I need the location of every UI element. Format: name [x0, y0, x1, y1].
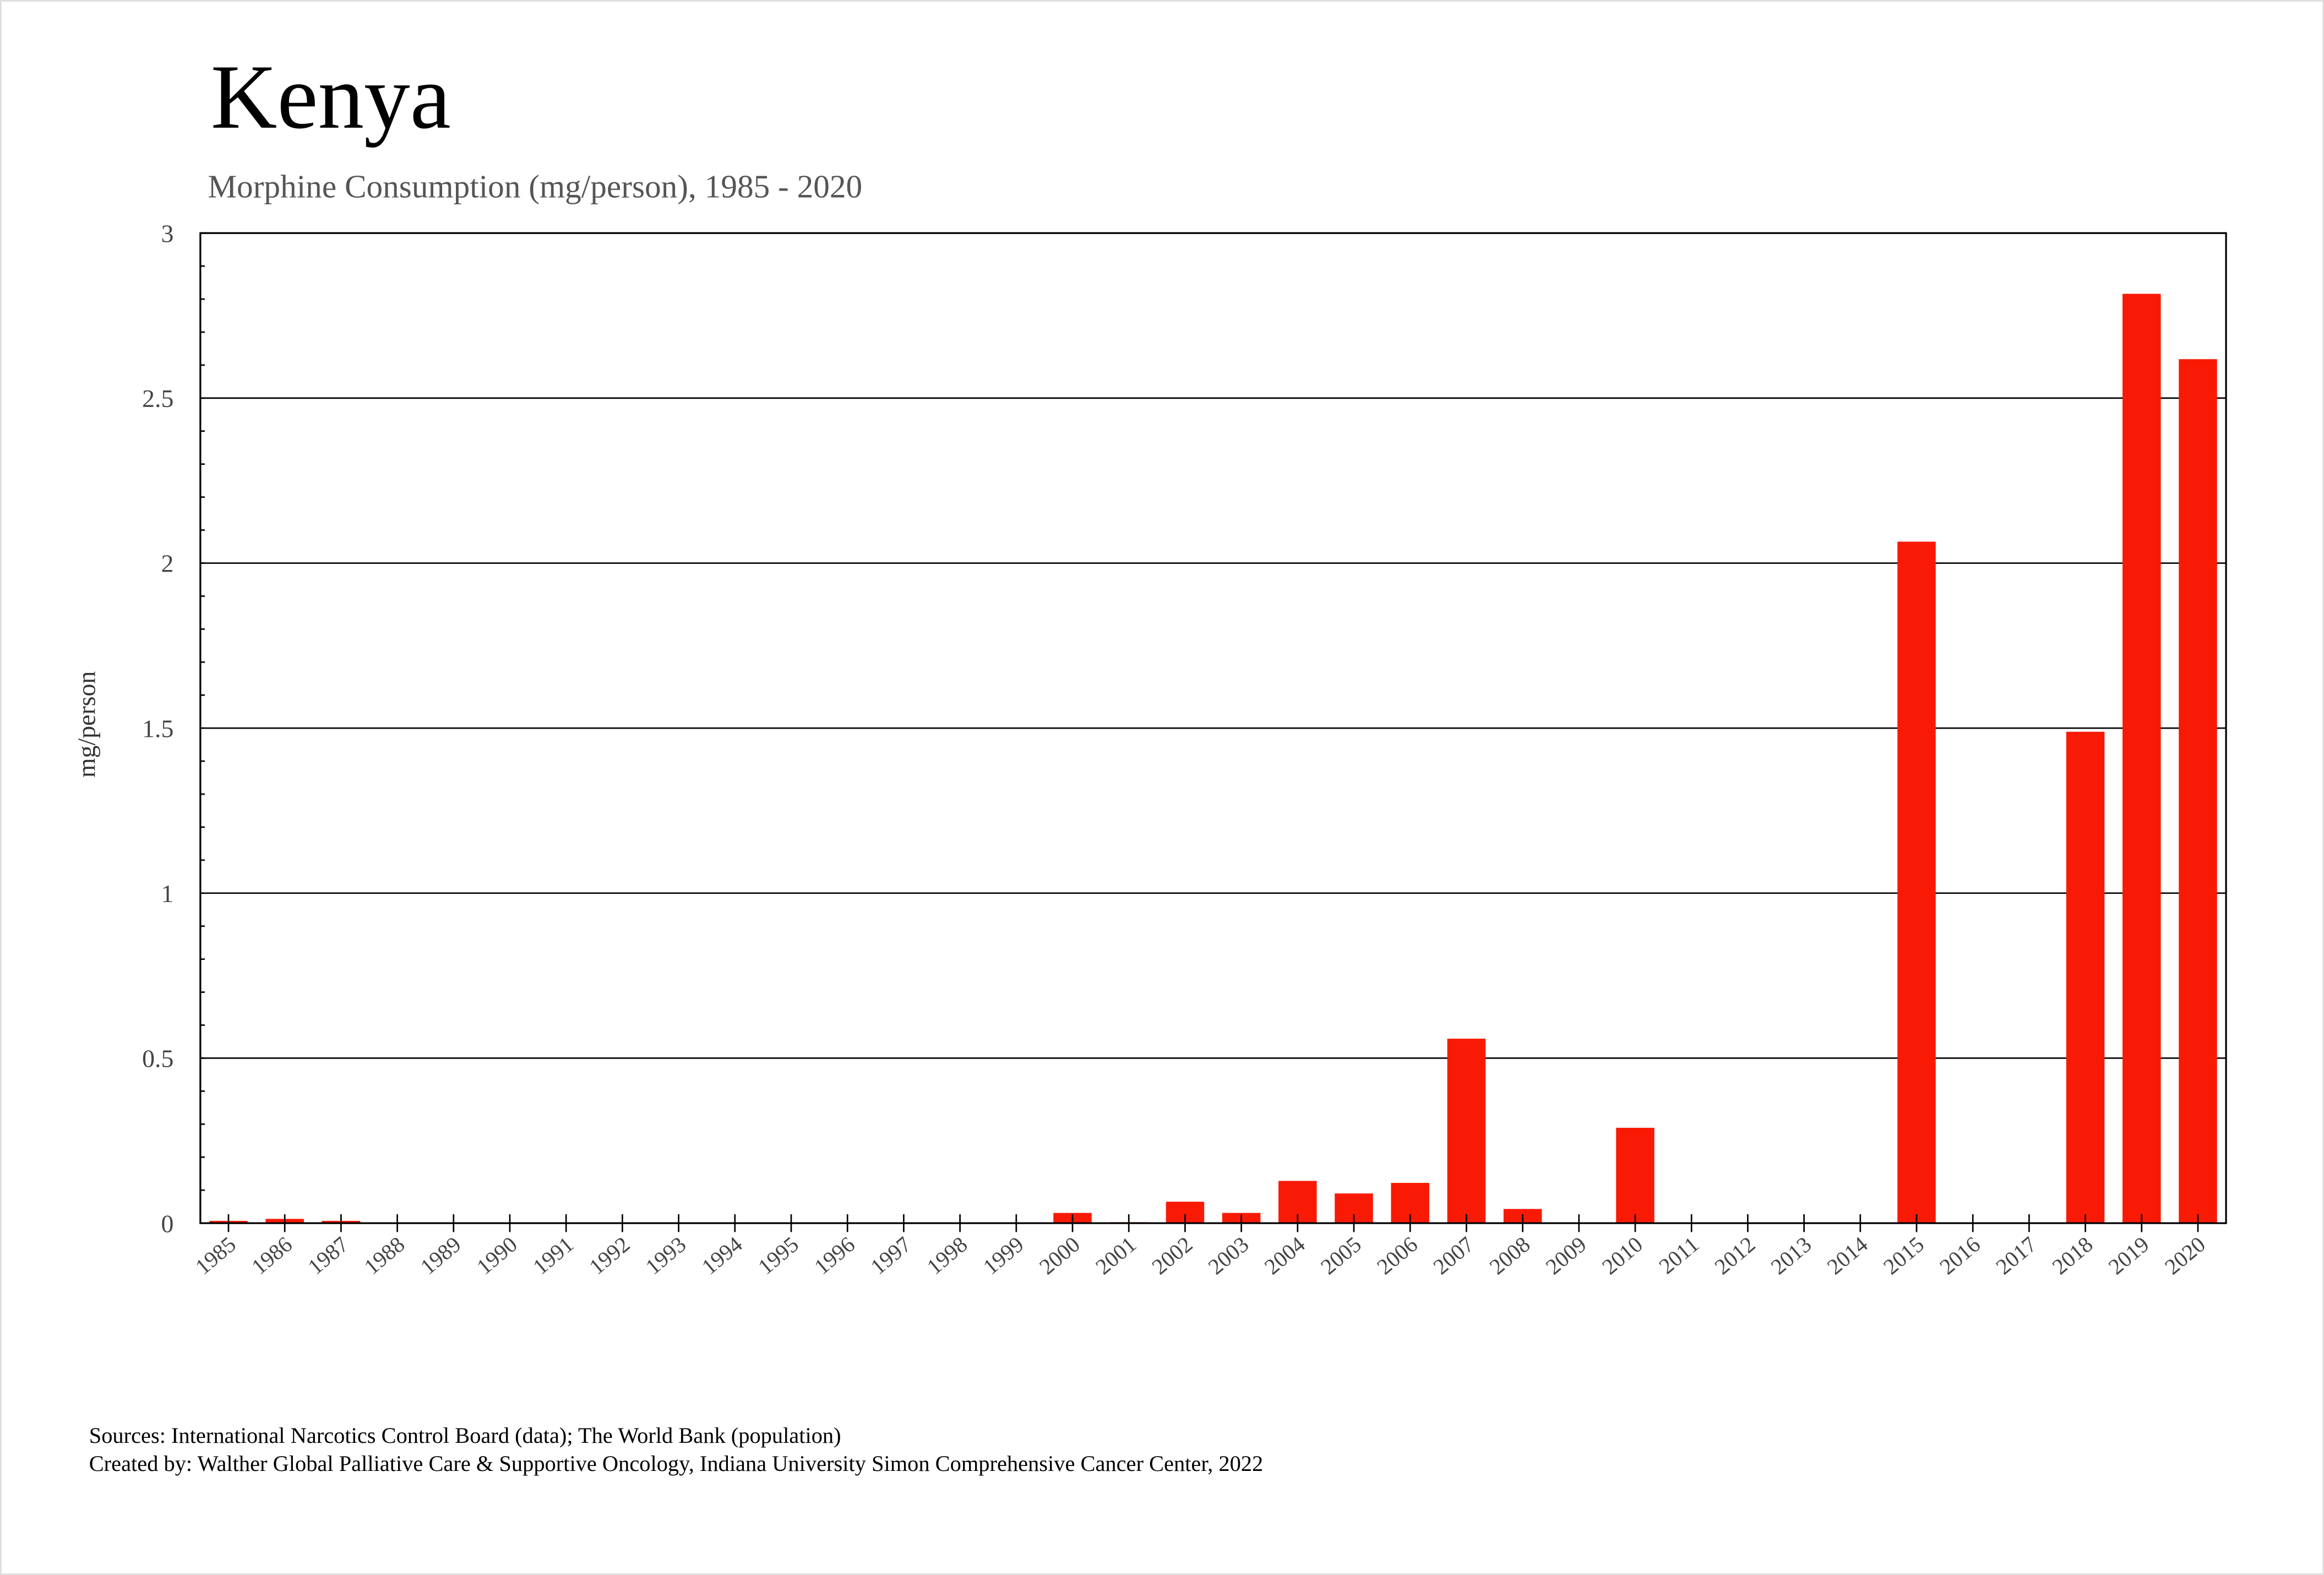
y-tick-label: 2: [161, 550, 173, 578]
bar-2018: [2066, 731, 2105, 1224]
chart-title: Kenya: [211, 46, 451, 148]
y-tick-label: 0.5: [142, 1045, 173, 1073]
bars: [209, 294, 2217, 1224]
chart-subtitle: Morphine Consumption (mg/person), 1985 -…: [208, 169, 862, 205]
bar-2019: [2122, 294, 2161, 1224]
y-tick-label: 2.5: [142, 384, 173, 412]
y-axis-label: mg/person: [73, 671, 101, 778]
y-tick-label: 0: [161, 1209, 173, 1237]
y-tick-label: 3: [161, 219, 173, 247]
bar-2015: [1897, 541, 1936, 1224]
bar-2020: [2179, 359, 2217, 1224]
sources-note: Sources: International Narcotics Control…: [89, 1423, 841, 1448]
y-tick-label: 1: [161, 879, 173, 908]
created-by-note: Created by: Walther Global Palliative Ca…: [89, 1451, 1264, 1476]
y-tick-label: 1.5: [142, 714, 173, 742]
bar-2010: [1616, 1127, 1654, 1224]
bar-2007: [1447, 1039, 1486, 1224]
